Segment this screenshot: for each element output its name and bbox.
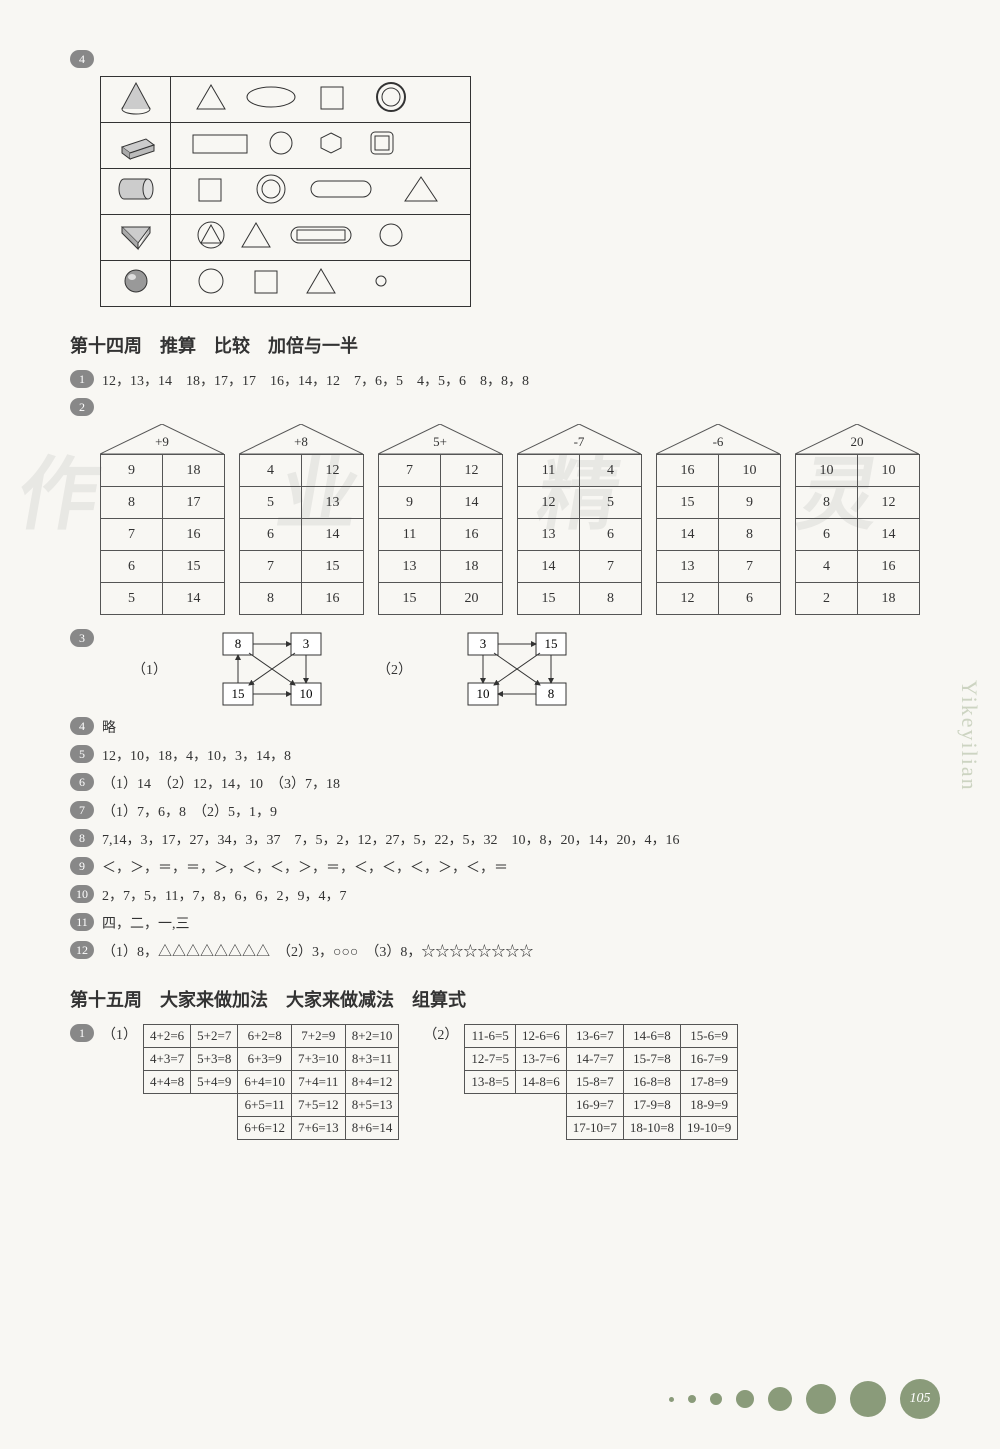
svg-text:8: 8 [548,686,555,701]
q7-text: （1）7，6，8 （2）5，1，9 [102,801,277,821]
house-tables: +9918817716615514+84125136147158165+7129… [100,424,930,615]
svg-text:15: 15 [545,636,558,651]
cone-icon [116,79,156,115]
addition-table: 4+2=65+2=76+2=87+2=98+2=104+3=75+3=86+3=… [143,1024,399,1140]
watermark: 作 [10,430,110,546]
label-2b: （2） [423,1024,458,1044]
shapes-row-3 [181,171,461,207]
q12-text: （1）8，△△△△△△△△ （2）3，○○○ （3）8，☆☆☆☆☆☆☆☆ [102,941,533,961]
q4-text: 略 [102,717,116,737]
footer-dots: 105 [669,1379,940,1419]
cross-diagram-1: 8 3 15 10 [217,629,327,709]
badge-11: 11 [70,913,94,931]
badge-8: 8 [70,829,94,847]
label-1b: （1） [102,1024,137,1044]
badge-7: 7 [70,801,94,819]
side-watermark: Yikeyilian [956,680,982,792]
section-15-title: 第十五周 大家来做加法 大家来做减法 组算式 [70,986,930,1012]
svg-text:10: 10 [477,686,490,701]
shapes-row-1 [181,79,461,115]
label-1: （1） [132,659,167,679]
shapes-row-5 [181,263,461,299]
q11-text: 四，二，一,三 [102,913,190,933]
q10-text: 2，7，5，11，7，8，6，6，2，9，4，7 [102,885,346,905]
shapes-row-4 [181,217,461,253]
badge-12: 12 [70,941,94,959]
q5-text: 12，10，18，4，10，3，14，8 [102,745,291,765]
badge-4b: 4 [70,717,94,735]
badge-2: 2 [70,398,94,416]
svg-text:10: 10 [300,686,313,701]
badge-6: 6 [70,773,94,791]
wedge-icon [116,217,156,253]
cylinder-icon [114,171,158,207]
sphere-icon [116,263,156,299]
svg-text:8: 8 [235,636,242,651]
badge-9: 9 [70,857,94,875]
cross-diagram-2: 3 15 10 8 [462,629,572,709]
prism-icon [116,125,156,161]
badge-1: 1 [70,370,94,388]
svg-text:3: 3 [480,636,487,651]
q6-text: （1）14 （2）12，14，10 （3）7，18 [102,773,340,793]
badge-3: 3 [70,629,94,647]
q1-text: 12，13，14 18，17，17 16，14，12 7，6，5 4，5，6 8… [102,370,529,390]
badge-5: 5 [70,745,94,763]
subtraction-table: 11-6=512-6=613-6=714-6=815-6=912-7=513-7… [464,1024,738,1140]
badge-10: 10 [70,885,94,903]
page-number: 105 [900,1379,940,1419]
badge-1b: 1 [70,1024,94,1042]
q9-text: ＜，＞，＝，＝，＞，＜，＜，＞，＝，＜，＜，＜，＞，＜，＝ [102,857,508,877]
shapes-row-2 [181,125,461,161]
shape-matching-table [100,76,471,307]
section-14-title: 第十四周 推算 比较 加倍与一半 [70,332,930,358]
svg-text:3: 3 [303,636,310,651]
q8-text: 7,14，3，17，27，34，3，37 7，5，2，12，27，5，22，5，… [102,829,680,849]
svg-text:15: 15 [232,686,245,701]
label-2: （2） [377,659,412,679]
badge-4: 4 [70,50,94,68]
